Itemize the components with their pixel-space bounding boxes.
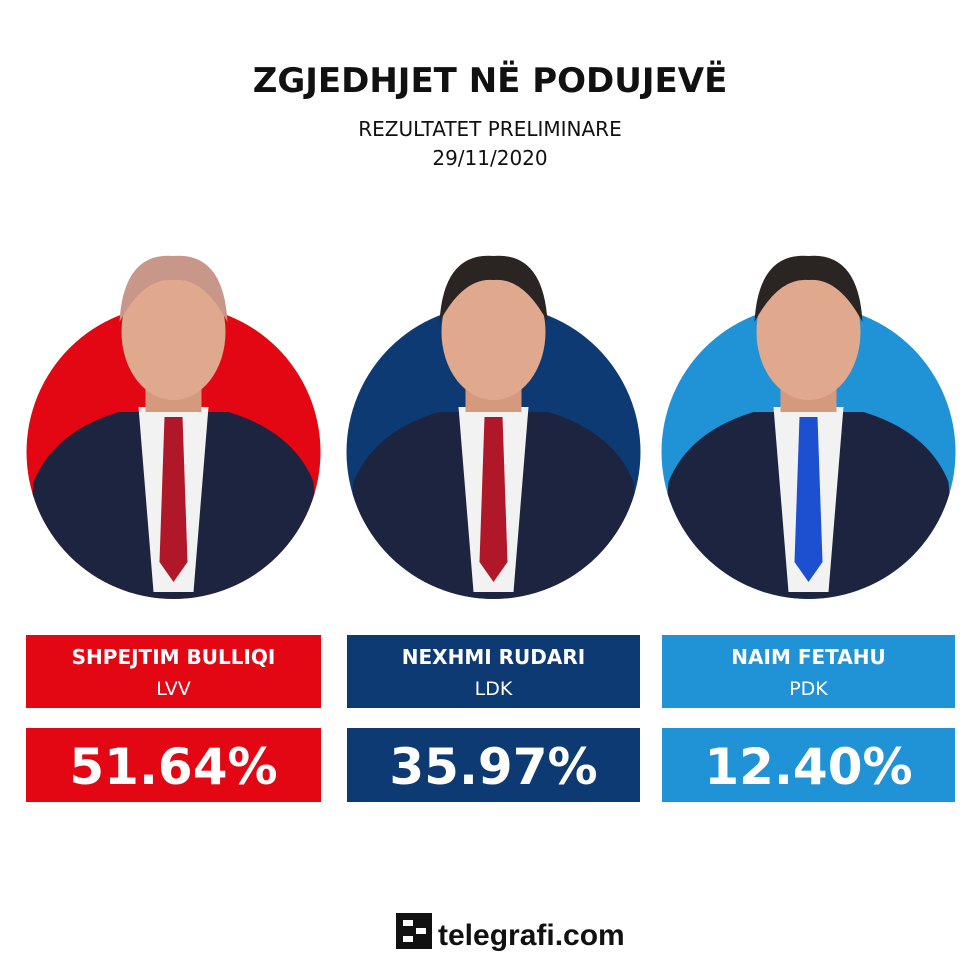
photo <box>26 255 321 599</box>
face <box>756 264 861 400</box>
subtitle: REZULTATET PRELIMINARE <box>358 117 621 141</box>
logo-icon-part <box>416 928 426 934</box>
logo: telegrafi.com <box>396 913 625 952</box>
face <box>121 264 226 400</box>
date: 29/11/2020 <box>432 146 547 170</box>
tie <box>794 417 823 582</box>
brand: telegrafi.com <box>438 919 625 952</box>
logo-icon-part <box>403 920 413 926</box>
result-box <box>347 728 640 802</box>
candidate-name: NAIM FETAHU <box>731 645 885 669</box>
logo-icon <box>396 913 432 949</box>
party: LDK <box>475 678 513 700</box>
name-box <box>347 635 640 708</box>
name-box <box>26 635 321 708</box>
tie <box>159 417 188 582</box>
candidates: SHPEJTIM BULLIQI LVV 51.64% NEXHMI RUDARI LD… <box>26 255 956 802</box>
photo <box>661 255 956 599</box>
title: ZGJEDHJET NË PODUJEVË <box>253 60 728 101</box>
hair <box>119 255 228 322</box>
result: 51.64% <box>69 738 277 796</box>
photo <box>346 255 641 599</box>
result-box <box>662 728 955 802</box>
party: LVV <box>156 678 191 700</box>
hair <box>439 255 548 322</box>
candidate-name: SHPEJTIM BULLIQI <box>72 645 276 669</box>
candidate-name: NEXHMI RUDARI <box>402 645 585 669</box>
name-box <box>662 635 955 708</box>
result: 12.40% <box>704 738 912 796</box>
face <box>441 264 546 400</box>
party: PDK <box>789 678 828 700</box>
result-box <box>26 728 321 802</box>
hair <box>754 255 863 322</box>
logo-icon-part <box>403 936 413 942</box>
result: 35.97% <box>389 738 597 796</box>
tie <box>479 417 508 582</box>
